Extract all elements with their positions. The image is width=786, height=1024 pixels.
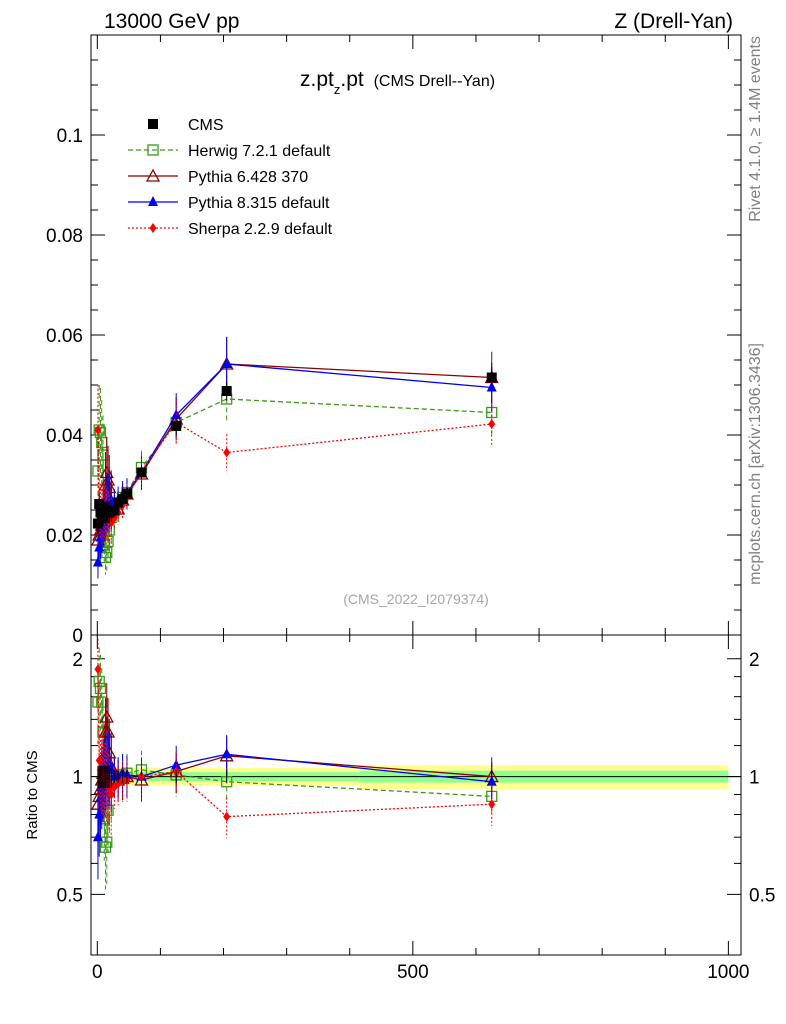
header-right: Z (Drell-Yan) [614,10,733,33]
sherpa-2-2-9-default-main-point [223,447,231,458]
herwig-7-2-1-default-main-point [101,546,113,559]
series-main [90,336,499,579]
sherpa-2-2-9-default-ratio-line [97,669,492,818]
legend-cms-marker [148,119,158,129]
herwig-7-2-1-default-main-line [97,398,492,558]
legend-herwig-7-2-1-default-marker [147,144,159,156]
xtick-label: 1000 [707,962,749,983]
pythia-8-315-default-ratio-point [92,831,103,842]
series-ratio [90,638,499,890]
sherpa-2-2-9-default-ratio-point [488,799,496,810]
herwig-7-2-1-default-ratio-point [93,675,105,688]
pythia-6-428-370-ratio-point [99,709,114,723]
herwig-7-2-1-default-main-point [93,424,105,436]
legend-pythia-8-315-default-label: Pythia 8.315 default [188,195,330,212]
pythia-6-428-370-ratio-line [97,716,492,805]
pythia-8-315-default-ratio-point [221,748,232,759]
main-ytick-label: 0.02 [46,526,83,547]
cms-main-point [117,494,128,504]
ratio-panel-frame [90,634,742,956]
cms-main-point [109,505,120,515]
main-ytick-label: 0.04 [46,426,83,447]
header-left: 13000 GeV pp [104,10,239,33]
legend-herwig-7-2-1-default-label: Herwig 7.2.1 default [188,143,331,160]
cms-main-point [221,386,232,396]
mcplots-label: mcplots.cern.ch [arXiv:1306.3436] [747,343,764,585]
sherpa-2-2-9-default-ratio-point [223,811,231,822]
sherpa-2-2-9-default-main-point [94,425,102,435]
main-ytick-label: 0 [72,626,83,647]
legend-cms-label: CMS [188,117,224,134]
svg-text:z.ptz.pt (CMS Drell--Yan: z.ptz.pt (CMS Drell--Yan) [300,68,495,97]
ratio-ytick-label: 0.5 [57,885,83,906]
legend-pythia-8-315-default-marker [148,196,158,206]
title-paren: (CMS Drell--Yan) [374,73,495,90]
cms-main-point [121,488,132,499]
pythia-8-315-default-main-point [92,556,103,567]
ratio-ytick-label: 1 [72,768,83,789]
pythia-8-315-default-main-point [94,541,105,552]
cms-main-point [136,467,147,478]
herwig-7-2-1-default-ratio-line [97,681,492,848]
cms-main-point [94,499,105,509]
xtick-label: 500 [397,962,429,983]
analysis-label: (CMS_2022_I2079374) [343,591,489,607]
legend-pythia-6-428-370-label: Pythia 6.428 370 [188,169,308,186]
pythia-8-315-default-main-point [221,358,232,368]
legend-sherpa-2-2-9-default-marker [149,223,157,233]
ratio-ytick-label-right: 0.5 [749,885,775,906]
sherpa-2-2-9-default-ratio-point [95,755,103,766]
rivet-version-label: Rivet 4.1.0, ≥ 1.4M events [747,36,764,222]
sherpa-2-2-9-default-ratio-point [107,789,115,800]
xtick-label: 0 [92,962,103,983]
ratio-ylabel: Ratio to CMS [24,750,41,839]
cms-main-point [171,421,182,431]
main-ytick-label: 0.08 [46,226,83,247]
ratio-bands [91,765,741,789]
ratio-ytick-label-right: 1 [749,768,760,789]
plot-title: z.ptz.pt (CMS Drell--Yan) [300,68,495,97]
herwig-7-2-1-default-ratio-point [101,836,113,848]
title-subscript: z [334,82,341,97]
axes: 0 0.02 0.04 0.06 0.08 0.1 0.5 0.5 1 1 2 2 0 500 1000 [46,35,775,983]
pythia-6-428-370-main-line [97,363,492,541]
legend-sherpa-2-2-9-default-label: Sherpa 2.2.9 default [188,221,333,238]
legend-pythia-6-428-370-marker [145,168,161,182]
title-main: z.pt [300,68,334,91]
cms-main-point [92,518,103,529]
main-ytick-label: 0.1 [57,126,83,147]
sherpa-2-2-9-default-ratio-point [94,664,102,675]
title-tail: .pt [340,68,364,91]
main-ytick-label: 0.06 [46,326,83,347]
cms-main-point [486,372,497,383]
sherpa-2-2-9-default-main-line [97,421,492,524]
sherpa-2-2-9-default-main-point [488,419,496,429]
legend: CMS Herwig 7.2.1 default Pythia 6.428 370 P… [128,117,333,238]
pythia-8-315-default-ratio-point [94,808,105,819]
ratio-ytick-label-right: 2 [749,650,760,671]
pythia-8-315-default-main-line [97,363,492,563]
herwig-7-2-1-default-ratio-point [94,682,107,695]
pythia-8-315-default-ratio-point [171,759,182,770]
ratio-ytick-label: 2 [72,650,83,671]
